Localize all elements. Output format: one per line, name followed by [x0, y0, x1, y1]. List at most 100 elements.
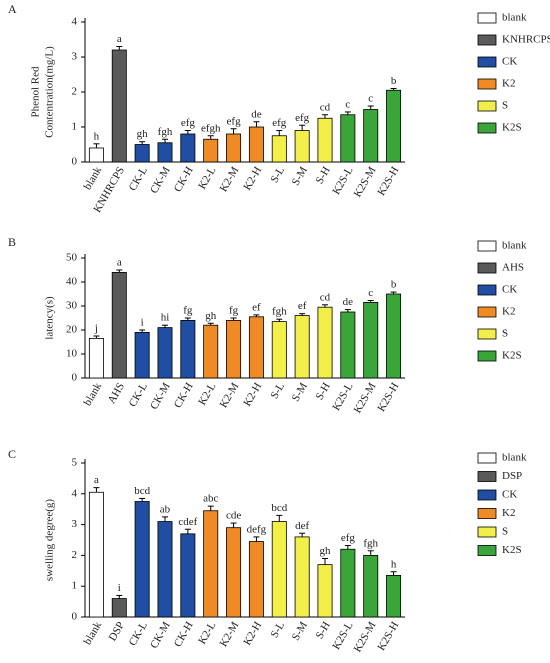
legend-label: K2S: [502, 122, 522, 134]
legend-label: CK: [502, 284, 517, 296]
bar: [317, 306, 333, 379]
x-tick-label: S-H: [314, 165, 333, 186]
bar: [226, 319, 242, 379]
significance-label: i: [141, 317, 144, 329]
y-tick-label: 1: [72, 121, 78, 133]
significance-label: fgh: [363, 537, 378, 549]
significance-label: h: [94, 130, 100, 142]
bar: [363, 109, 379, 163]
significance-label: c: [345, 98, 350, 110]
significance-label: b: [391, 279, 397, 291]
bar: [317, 117, 333, 163]
significance-label: fg: [183, 305, 193, 317]
bar: [111, 598, 127, 618]
significance-label: bcd: [134, 485, 150, 497]
legend-label: AHS: [502, 262, 524, 274]
significance-label: efg: [272, 117, 287, 129]
significance-label: cd: [320, 101, 331, 113]
legend-label: CK: [502, 489, 517, 501]
y-tick-label: 2: [72, 549, 78, 561]
legend-swatch: [477, 452, 497, 464]
y-tick-label: 5: [72, 457, 78, 469]
x-tick-label: CK-L: [127, 381, 150, 409]
x-tick-label: CK-M: [148, 165, 173, 196]
significance-label: fgh: [272, 306, 287, 318]
x-tick-label: K2-L: [196, 620, 218, 647]
significance-label: h: [391, 558, 397, 570]
x-tick-label: K2-L: [196, 165, 218, 192]
bar: [386, 293, 402, 379]
significance-label: efg: [227, 115, 242, 127]
significance-label: efg: [341, 532, 356, 544]
legend-label: S: [502, 526, 508, 538]
bar: [271, 135, 287, 163]
bar: [203, 138, 219, 163]
bar: [294, 536, 310, 618]
legend-swatch: [477, 12, 497, 24]
legend-label: DSP: [502, 470, 522, 482]
legend-swatch: [477, 350, 497, 362]
bar: [226, 527, 242, 618]
x-tick-label: CK-L: [127, 165, 150, 193]
significance-label: fgh: [158, 126, 173, 138]
bar: [340, 114, 356, 163]
y-axis-label: Contentration(mg/L): [44, 46, 56, 138]
bar: [180, 133, 196, 163]
significance-label: hi: [161, 312, 170, 324]
bar: [386, 89, 402, 163]
bar: [271, 521, 287, 618]
y-tick-label: 10: [66, 348, 78, 360]
y-tick-label: 50: [66, 252, 78, 264]
bar: [88, 147, 104, 163]
y-tick-label: 3: [72, 518, 78, 530]
x-tick-label: CK-L: [127, 620, 150, 648]
bar: [248, 126, 264, 163]
bar: [271, 321, 287, 379]
bar: [134, 331, 150, 379]
significance-label: fg: [229, 305, 239, 317]
x-tick-label: K2S-H: [375, 381, 401, 414]
legend-swatch: [477, 100, 497, 112]
bar: [180, 533, 196, 618]
legend-label: K2: [502, 507, 515, 519]
bar: [180, 319, 196, 379]
bar: [340, 311, 356, 379]
y-tick-label: 4: [72, 487, 78, 499]
x-tick-label: CK-M: [148, 381, 173, 412]
legend-swatch: [477, 526, 497, 538]
x-tick-label: K2-M: [218, 165, 242, 194]
legend-swatch: [477, 328, 497, 340]
x-tick-label: S-L: [268, 165, 287, 186]
legend-swatch: [477, 122, 497, 134]
legend-swatch: [477, 34, 497, 46]
x-tick-label: S-M: [290, 381, 310, 404]
significance-label: de: [251, 108, 262, 120]
bar: [88, 491, 104, 618]
x-tick-label: blank: [82, 380, 105, 408]
bar: [363, 555, 379, 618]
x-tick-label: K2-M: [218, 620, 242, 649]
legend-label: K2S: [502, 350, 522, 362]
y-tick-label: 20: [66, 324, 78, 336]
significance-label: gh: [205, 310, 217, 322]
bar: [111, 271, 127, 379]
x-tick-label: AHS: [106, 381, 127, 406]
bar: [294, 315, 310, 379]
x-tick-label: DSP: [107, 620, 127, 643]
x-tick-label: blank: [82, 164, 105, 192]
legend-label: K2: [502, 306, 515, 318]
significance-label: a: [117, 257, 122, 269]
y-tick-label: 0: [72, 372, 78, 384]
significance-label: j: [94, 323, 98, 335]
legend-label: CK: [502, 56, 517, 68]
significance-label: c: [368, 287, 373, 299]
x-tick-label: K2-H: [241, 381, 264, 409]
bar: [111, 49, 127, 163]
x-tick-label: CK-H: [172, 381, 196, 410]
significance-label: gh: [320, 545, 332, 557]
y-tick-label: 4: [72, 16, 78, 28]
x-tick-label: CK-H: [172, 165, 196, 194]
y-tick-label: 30: [66, 300, 78, 312]
bar: [386, 575, 402, 618]
